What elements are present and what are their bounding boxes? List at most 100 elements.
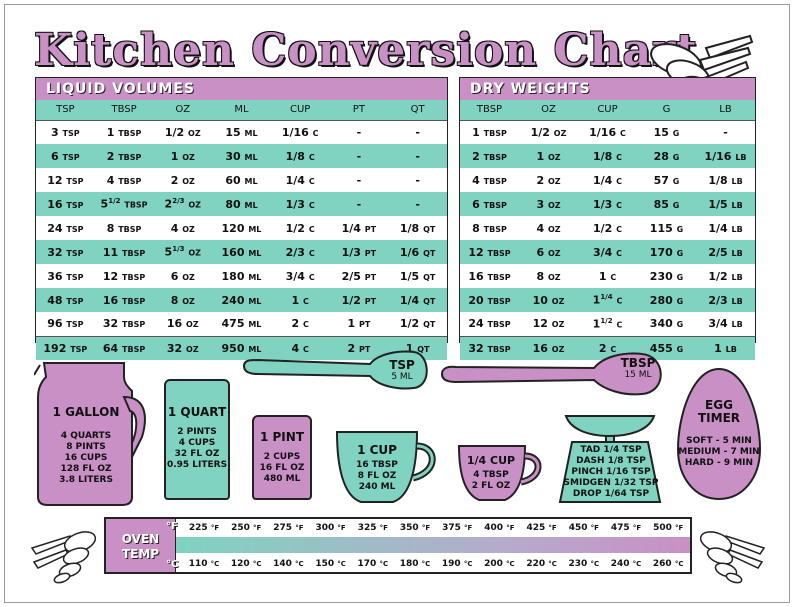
info-line: 8 PINTS [66, 442, 106, 452]
table-row: 8 TBSP 4 OZ 1/2 C 115 G 1/4 LB [460, 216, 755, 240]
gallon-label: 1 GALLON 4 QUARTS 8 PINTS 16 CUPS 128 FL OZ… [38, 405, 134, 486]
celsius-unit: °C [166, 559, 179, 570]
table-cell: 1/8 C [578, 144, 637, 168]
pint-title: 1 PINT [259, 430, 304, 444]
info-line: 2 FL OZ [471, 481, 511, 491]
table-cell: 2 C [291, 317, 309, 331]
table-cell: 1 LB [696, 335, 755, 360]
oven-temp-value: 110 °C [188, 559, 220, 569]
table-cell: 15 G [653, 125, 680, 139]
table-cell: 12 TBSP [460, 240, 519, 264]
table-cell: 1/8 QT [399, 221, 436, 235]
oven-temp-value: 150 °C [315, 559, 346, 569]
table-cell: 96 TSP [47, 317, 84, 331]
oven-temp-value: 375 °F [442, 523, 473, 533]
table-row: 24 TSP 8 TBSP 4 OZ 120 ML 1/2 C 1/4 PT 1/8 QT [36, 216, 447, 240]
table-row: 48 TSP 16 TBSP 8 OZ 240 ML 1 C 1/2 PT 1/4 QT [36, 288, 447, 312]
oven-label-line1: OVEN [121, 532, 160, 546]
table-row: 2 TBSP 1 OZ 1/8 C 28 G 1/16 LB [460, 144, 755, 168]
tbsp-spoon-icon [440, 352, 662, 396]
table-row: 36 TSP 12 TBSP 6 OZ 180 ML 3/4 C 2/5 PT 1/5 QT [36, 264, 447, 288]
info-line: 3.8 LITERS [59, 475, 113, 485]
table-cell: 11/2 C [592, 316, 623, 331]
oven-temp-value: 120 °C [230, 559, 262, 569]
table-cell: 1 OZ [153, 144, 213, 168]
info-line: 8 FL OZ [357, 471, 397, 481]
table-cell: 28 G [637, 144, 696, 168]
pint-carton [252, 415, 312, 500]
table-cell: 16 OZ [166, 317, 199, 331]
info-line: 0.95 LITERS [166, 460, 228, 470]
table-cell: 170 G [637, 240, 696, 264]
info-line: SOFT - 5 MIN [686, 436, 752, 446]
table-cell: 2/5 LB [696, 240, 755, 264]
table-cell: 1/16 C [589, 125, 626, 139]
table-cell: 280 G [637, 288, 696, 312]
quarter-cup-title: 1/4 CUP [466, 454, 516, 467]
oven-temp-value: 350 °F [399, 523, 431, 533]
table-cell: 1/2 OZ [164, 125, 201, 139]
table-cell: 192 TSP [36, 335, 95, 360]
table-cell: 32 TBSP [102, 317, 146, 331]
cup-icon [335, 431, 436, 503]
table-cell: 120 ML [221, 221, 262, 235]
table-cell: 2/5 PT [341, 269, 377, 283]
table-cell: 1/5 QT [399, 269, 436, 283]
table-cell: - [415, 173, 420, 187]
table-cell: 4 OZ [536, 221, 561, 235]
table-cell: 230 G [649, 269, 684, 283]
temperature-gradient-bar [176, 537, 690, 553]
egg-timer-icon [676, 367, 762, 501]
oven-temp-value: 250 °F [231, 523, 262, 533]
table-row: 32 TSP 11 TBSP 51/3 OZ 160 ML 2/3 C 1/3 PT 1/6… [36, 240, 447, 264]
tsp-spoon-label: TSP 5 ML [377, 358, 427, 383]
table-cell: 1/16 LB [696, 144, 755, 168]
oven-temp-value: 400 °F [484, 523, 515, 533]
dry-col-header: G [637, 100, 696, 121]
info-line: DASH 1/8 TSP [576, 456, 646, 466]
table-cell: 1/5 LB [696, 192, 755, 216]
table-cell: 16 TBSP [468, 269, 511, 283]
table-row: 6 TSP 2 TBSP 1 OZ 30 ML 1/8 C-- [36, 144, 447, 168]
info-line: 16 TBSP [356, 460, 398, 470]
table-row: 12 TSP 4 TBSP 2 OZ 60 ML 1/4 C - - [36, 168, 447, 192]
table-cell: 1/3 C [270, 192, 330, 216]
table-cell: 1/2 QT [399, 317, 436, 331]
table-cell: - [356, 173, 362, 187]
oven-temp-value: 170 °C [357, 559, 389, 569]
table-cell: 4 TBSP [106, 173, 142, 187]
table-cell: 2 OZ [170, 173, 195, 187]
dry-col-header: LB [696, 100, 755, 121]
dry-col-header: TBSP [460, 100, 519, 121]
table-cell: 1 TBSP [472, 125, 507, 139]
table-cell: 115 G [649, 221, 684, 235]
table-cell: 1 C [598, 269, 617, 283]
table-cell: 1 QT [388, 335, 447, 360]
oven-temp-value: 275 °F [273, 523, 304, 533]
table-cell: 1/2 C [285, 221, 315, 235]
table-cell: 36 TSP [47, 269, 84, 283]
scale-icon [558, 415, 662, 503]
table-cell: 80 ML [212, 192, 271, 216]
table-cell: 48 TSP [36, 288, 95, 312]
tsp-spoon-icon [242, 350, 428, 390]
table-cell: 1/4 PT [341, 221, 377, 235]
table-cell: 3/4 C [285, 269, 315, 283]
info-line: 16 FL OZ [259, 463, 305, 473]
table-cell: 16 OZ [519, 335, 578, 360]
table-cell: 24 TSP [47, 221, 84, 235]
table-cell: 6 TSP [36, 144, 95, 168]
table-cell: 8 TBSP [472, 221, 507, 235]
oven-temp-value: 325 °F [357, 523, 388, 533]
info-line: TAD 1/4 TSP [580, 445, 642, 455]
table-cell: 51/3 OZ [153, 240, 213, 264]
quart-carton [164, 379, 230, 500]
liquid-col-header: QT [388, 100, 447, 121]
table-cell: - [329, 144, 389, 168]
oven-temp-value: 190 °C [441, 559, 473, 569]
table-row: 20 TBSP 10 OZ 11/4 C 280 G 2/3 LB [460, 288, 755, 312]
oven-temp-value: 225 °F [188, 523, 220, 533]
table-cell: 2/3 LB [696, 288, 755, 312]
oven-temp-value: 200 °C [484, 559, 515, 569]
